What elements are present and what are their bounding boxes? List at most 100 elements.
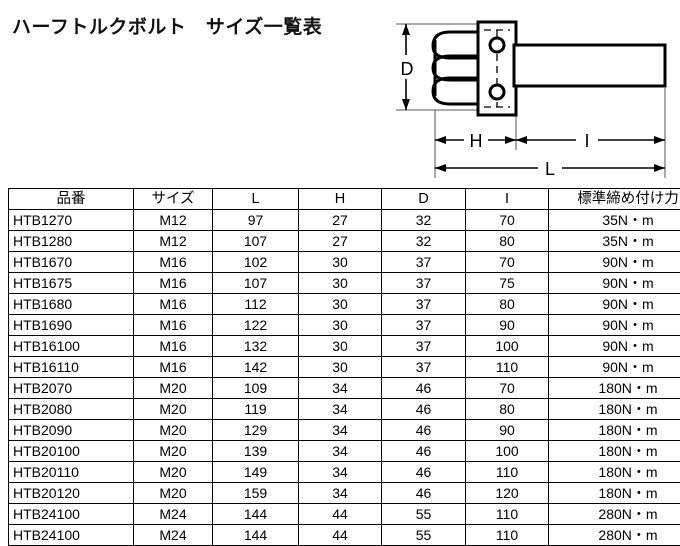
cell-l: 142 <box>213 357 299 378</box>
cell-torque: 90N・m <box>549 252 680 273</box>
cell-size: M16 <box>134 336 213 357</box>
cell-l: 144 <box>213 525 299 546</box>
cell-torque: 280N・m <box>549 525 680 546</box>
cell-h: 30 <box>299 294 382 315</box>
cell-h: 30 <box>299 252 382 273</box>
cell-h: 30 <box>299 315 382 336</box>
cell-size: M16 <box>134 294 213 315</box>
cell-part: HTB1280 <box>9 231 134 252</box>
cell-i: 100 <box>466 441 549 462</box>
cell-h: 27 <box>299 210 382 231</box>
cell-i: 90 <box>466 315 549 336</box>
cell-size: M20 <box>134 378 213 399</box>
column-header-h: H <box>299 189 382 210</box>
dimension-label-I: I <box>584 131 589 151</box>
cell-l: 102 <box>213 252 299 273</box>
bolt-dimension-diagram: D H I L <box>390 0 680 186</box>
cell-part: HTB2080 <box>9 399 134 420</box>
cell-l: 149 <box>213 462 299 483</box>
cell-i: 110 <box>466 462 549 483</box>
cell-d: 32 <box>382 210 466 231</box>
cell-i: 100 <box>466 336 549 357</box>
cell-part: HTB16110 <box>9 357 134 378</box>
cell-torque: 180N・m <box>549 399 680 420</box>
cell-size: M12 <box>134 231 213 252</box>
cell-d: 55 <box>382 504 466 525</box>
cell-torque: 180N・m <box>549 462 680 483</box>
cell-i: 80 <box>466 399 549 420</box>
cell-d: 37 <box>382 273 466 294</box>
cell-size: M20 <box>134 420 213 441</box>
cell-h: 34 <box>299 483 382 504</box>
cell-part: HTB2090 <box>9 420 134 441</box>
cell-torque: 35N・m <box>549 231 680 252</box>
table-header-row: 品番 サイズ L H D I 標準締め付け力 <box>9 189 680 210</box>
cell-size: M24 <box>134 525 213 546</box>
bolt-head-lobes <box>433 32 478 104</box>
cell-part: HTB1675 <box>9 273 134 294</box>
cell-torque: 90N・m <box>549 336 680 357</box>
cell-torque: 90N・m <box>549 273 680 294</box>
cell-i: 70 <box>466 378 549 399</box>
dimension-label-D: D <box>401 59 414 79</box>
cell-l: 132 <box>213 336 299 357</box>
cell-l: 107 <box>213 231 299 252</box>
cell-i: 120 <box>466 483 549 504</box>
cell-d: 46 <box>382 399 466 420</box>
cell-size: M20 <box>134 483 213 504</box>
cell-d: 46 <box>382 462 466 483</box>
cell-size: M12 <box>134 210 213 231</box>
cell-d: 37 <box>382 357 466 378</box>
cell-i: 70 <box>466 252 549 273</box>
cell-i: 110 <box>466 525 549 546</box>
cell-l: 144 <box>213 504 299 525</box>
cell-size: M24 <box>134 504 213 525</box>
cell-i: 70 <box>466 210 549 231</box>
cell-size: M16 <box>134 273 213 294</box>
cell-part: HTB20120 <box>9 483 134 504</box>
cell-d: 32 <box>382 231 466 252</box>
cell-h: 30 <box>299 336 382 357</box>
cell-part: HTB24100 <box>9 504 134 525</box>
cell-size: M20 <box>134 441 213 462</box>
cell-d: 55 <box>382 525 466 546</box>
column-header-i: I <box>466 189 549 210</box>
cell-torque: 90N・m <box>549 357 680 378</box>
cell-d: 46 <box>382 420 466 441</box>
bolt-shaft <box>514 45 665 86</box>
cell-l: 122 <box>213 315 299 336</box>
cell-h: 44 <box>299 525 382 546</box>
cell-torque: 180N・m <box>549 441 680 462</box>
cell-part: HTB2070 <box>9 378 134 399</box>
dimension-label-H: H <box>470 131 483 151</box>
cell-part: HTB1680 <box>9 294 134 315</box>
column-header-torque: 標準締め付け力 <box>549 189 680 210</box>
cell-part: HTB24100 <box>9 525 134 546</box>
cell-l: 109 <box>213 378 299 399</box>
column-header-l: L <box>213 189 299 210</box>
cell-h: 30 <box>299 273 382 294</box>
cell-l: 119 <box>213 399 299 420</box>
cell-d: 37 <box>382 315 466 336</box>
cell-torque: 90N・m <box>549 315 680 336</box>
cell-d: 46 <box>382 483 466 504</box>
cell-torque: 180N・m <box>549 420 680 441</box>
cell-size: M16 <box>134 357 213 378</box>
page-title: ハーフトルクボルト サイズ一覧表 <box>12 12 322 39</box>
cell-size: M20 <box>134 399 213 420</box>
flange-hole-bottom <box>490 85 504 99</box>
